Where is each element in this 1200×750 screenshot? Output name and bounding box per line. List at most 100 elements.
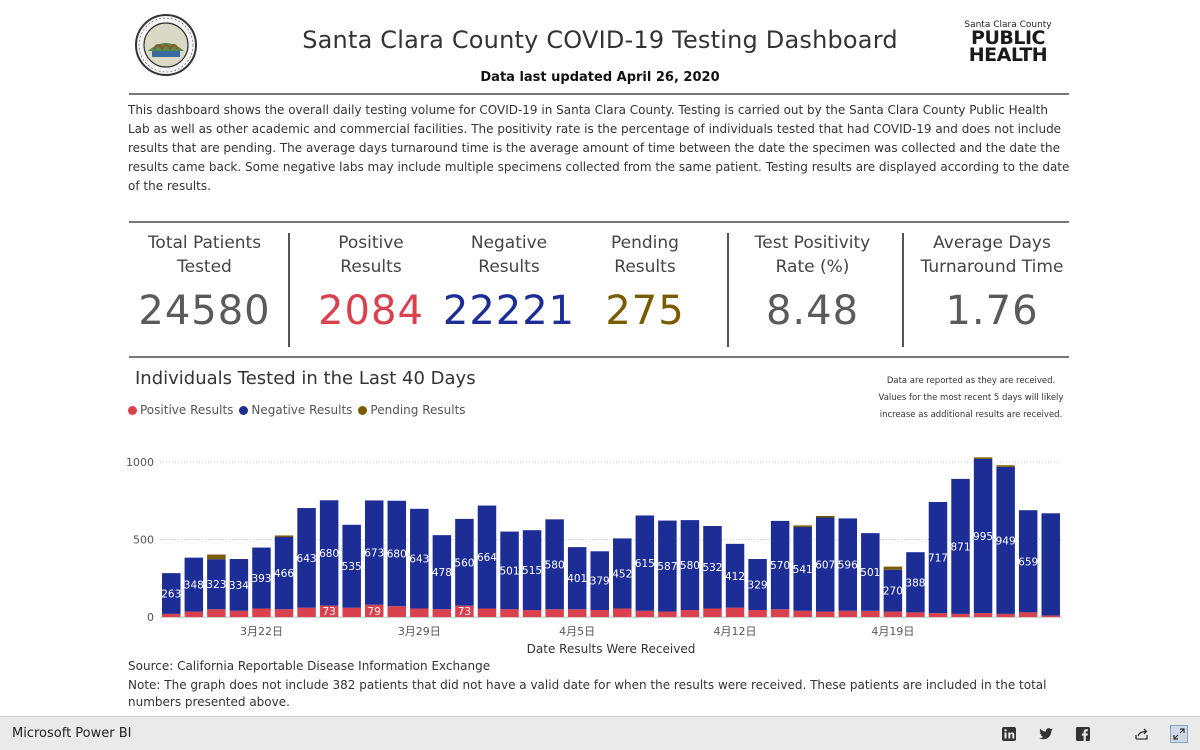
bar-positive[interactable]	[973, 613, 993, 617]
bar-negative[interactable]	[364, 500, 384, 605]
bar-positive[interactable]	[770, 609, 790, 617]
bar-positive[interactable]	[229, 610, 249, 617]
bar-negative[interactable]	[770, 520, 790, 610]
bar-positive[interactable]	[500, 609, 519, 617]
bar-negative[interactable]	[387, 500, 407, 607]
bar-positive[interactable]	[162, 613, 181, 617]
kpi-pending[interactable]: Pending Results 275	[590, 231, 700, 333]
bar-positive[interactable]	[297, 607, 316, 617]
bar-negative[interactable]	[297, 508, 316, 608]
bar-negative[interactable]	[996, 466, 1015, 614]
bar-negative[interactable]	[477, 505, 497, 609]
bar-negative[interactable]	[432, 535, 452, 610]
bar-positive[interactable]	[410, 608, 429, 617]
bar-negative[interactable]	[973, 458, 993, 614]
bar-negative[interactable]	[567, 547, 587, 610]
bar-negative[interactable]	[951, 478, 970, 614]
bar-positive[interactable]	[477, 608, 497, 617]
bar-negative[interactable]	[680, 520, 700, 611]
bar-positive[interactable]	[613, 608, 632, 617]
legend-item-positive[interactable]: Positive Results	[128, 403, 233, 417]
bar-positive[interactable]	[906, 612, 925, 617]
bar-positive[interactable]	[838, 610, 858, 617]
bar-negative[interactable]	[207, 559, 226, 610]
bar-positive[interactable]	[387, 606, 407, 617]
bar-negative[interactable]	[545, 519, 564, 610]
bar-positive[interactable]	[815, 611, 835, 617]
bar-negative[interactable]	[906, 552, 925, 613]
bar-negative[interactable]	[838, 518, 858, 611]
legend-item-pending[interactable]: Pending Results	[358, 403, 466, 417]
bar-positive[interactable]	[274, 609, 294, 617]
bar-pending[interactable]	[815, 515, 835, 518]
powerbi-brand-link[interactable]: Microsoft Power BI	[12, 726, 132, 741]
bar-positive[interactable]	[342, 607, 361, 617]
bar-positive[interactable]	[364, 604, 384, 617]
bar-positive[interactable]	[748, 610, 767, 617]
linkedin-icon[interactable]	[1001, 726, 1017, 742]
bar-negative[interactable]	[861, 533, 880, 611]
bar-negative[interactable]	[319, 500, 339, 606]
bar-positive[interactable]	[207, 609, 226, 617]
bar-negative[interactable]	[184, 557, 204, 612]
bar-negative[interactable]	[229, 559, 249, 611]
kpi-positive[interactable]: Positive Results 2084	[313, 231, 429, 333]
legend-item-negative[interactable]: Negative Results	[239, 403, 352, 417]
bar-positive[interactable]	[996, 613, 1015, 617]
bar-negative[interactable]	[1018, 510, 1038, 613]
bar-pending[interactable]	[973, 457, 993, 459]
kpi-turnaround[interactable]: Average Days Turnaround Time 1.76	[912, 231, 1072, 333]
facebook-icon[interactable]	[1075, 726, 1091, 742]
bar-negative[interactable]	[500, 531, 519, 610]
bar-negative[interactable]	[342, 524, 361, 608]
bar-pending[interactable]	[996, 465, 1015, 467]
bar-negative[interactable]	[928, 501, 948, 614]
bar-negative[interactable]	[455, 518, 474, 606]
bar-negative[interactable]	[410, 508, 429, 609]
twitter-icon[interactable]	[1038, 726, 1054, 742]
bar-positive[interactable]	[252, 608, 271, 617]
bar-negative[interactable]	[793, 526, 812, 611]
kpi-total-tested[interactable]: Total Patients Tested 24580	[132, 231, 277, 333]
bar-positive[interactable]	[928, 613, 948, 617]
bar-positive[interactable]	[951, 613, 970, 617]
bar-negative[interactable]	[1041, 513, 1060, 616]
bar-negative[interactable]	[590, 551, 609, 611]
bar-negative[interactable]	[703, 526, 722, 609]
bar-positive[interactable]	[545, 609, 564, 617]
bar-positive[interactable]	[319, 605, 339, 617]
bar-negative[interactable]	[748, 559, 767, 611]
bar-positive[interactable]	[725, 607, 745, 617]
bar-negative[interactable]	[613, 538, 632, 609]
kpi-negative[interactable]: Negative Results 22221	[440, 231, 578, 333]
bar-negative[interactable]	[274, 537, 294, 610]
bar-positive[interactable]	[184, 611, 204, 617]
bar-positive[interactable]	[567, 609, 587, 617]
bar-negative[interactable]	[883, 569, 903, 612]
share-icon[interactable]	[1134, 726, 1150, 742]
fullscreen-icon[interactable]	[1170, 725, 1188, 743]
bar-positive[interactable]	[455, 605, 474, 617]
bar-positive[interactable]	[793, 610, 812, 617]
bar-positive[interactable]	[1018, 612, 1038, 617]
bar-negative[interactable]	[252, 547, 271, 609]
chart-legend[interactable]: Positive Results Negative Results Pendin…	[128, 403, 466, 417]
bar-pending[interactable]	[883, 566, 903, 570]
bar-positive[interactable]	[861, 610, 880, 617]
bar-positive[interactable]	[522, 610, 542, 617]
bar-negative[interactable]	[815, 517, 835, 612]
bar-positive[interactable]	[635, 610, 655, 617]
bar-negative[interactable]	[635, 515, 655, 611]
bar-positive[interactable]	[680, 610, 700, 617]
bar-negative[interactable]	[162, 573, 181, 614]
bar-negative[interactable]	[658, 520, 677, 612]
bar-negative[interactable]	[725, 543, 745, 608]
bar-positive[interactable]	[883, 611, 903, 617]
bar-positive[interactable]	[658, 611, 677, 617]
bar-positive[interactable]	[1041, 615, 1060, 617]
bar-positive[interactable]	[432, 609, 452, 617]
bar-positive[interactable]	[590, 610, 609, 617]
bar-pending[interactable]	[207, 554, 226, 560]
bar-positive[interactable]	[703, 608, 722, 617]
